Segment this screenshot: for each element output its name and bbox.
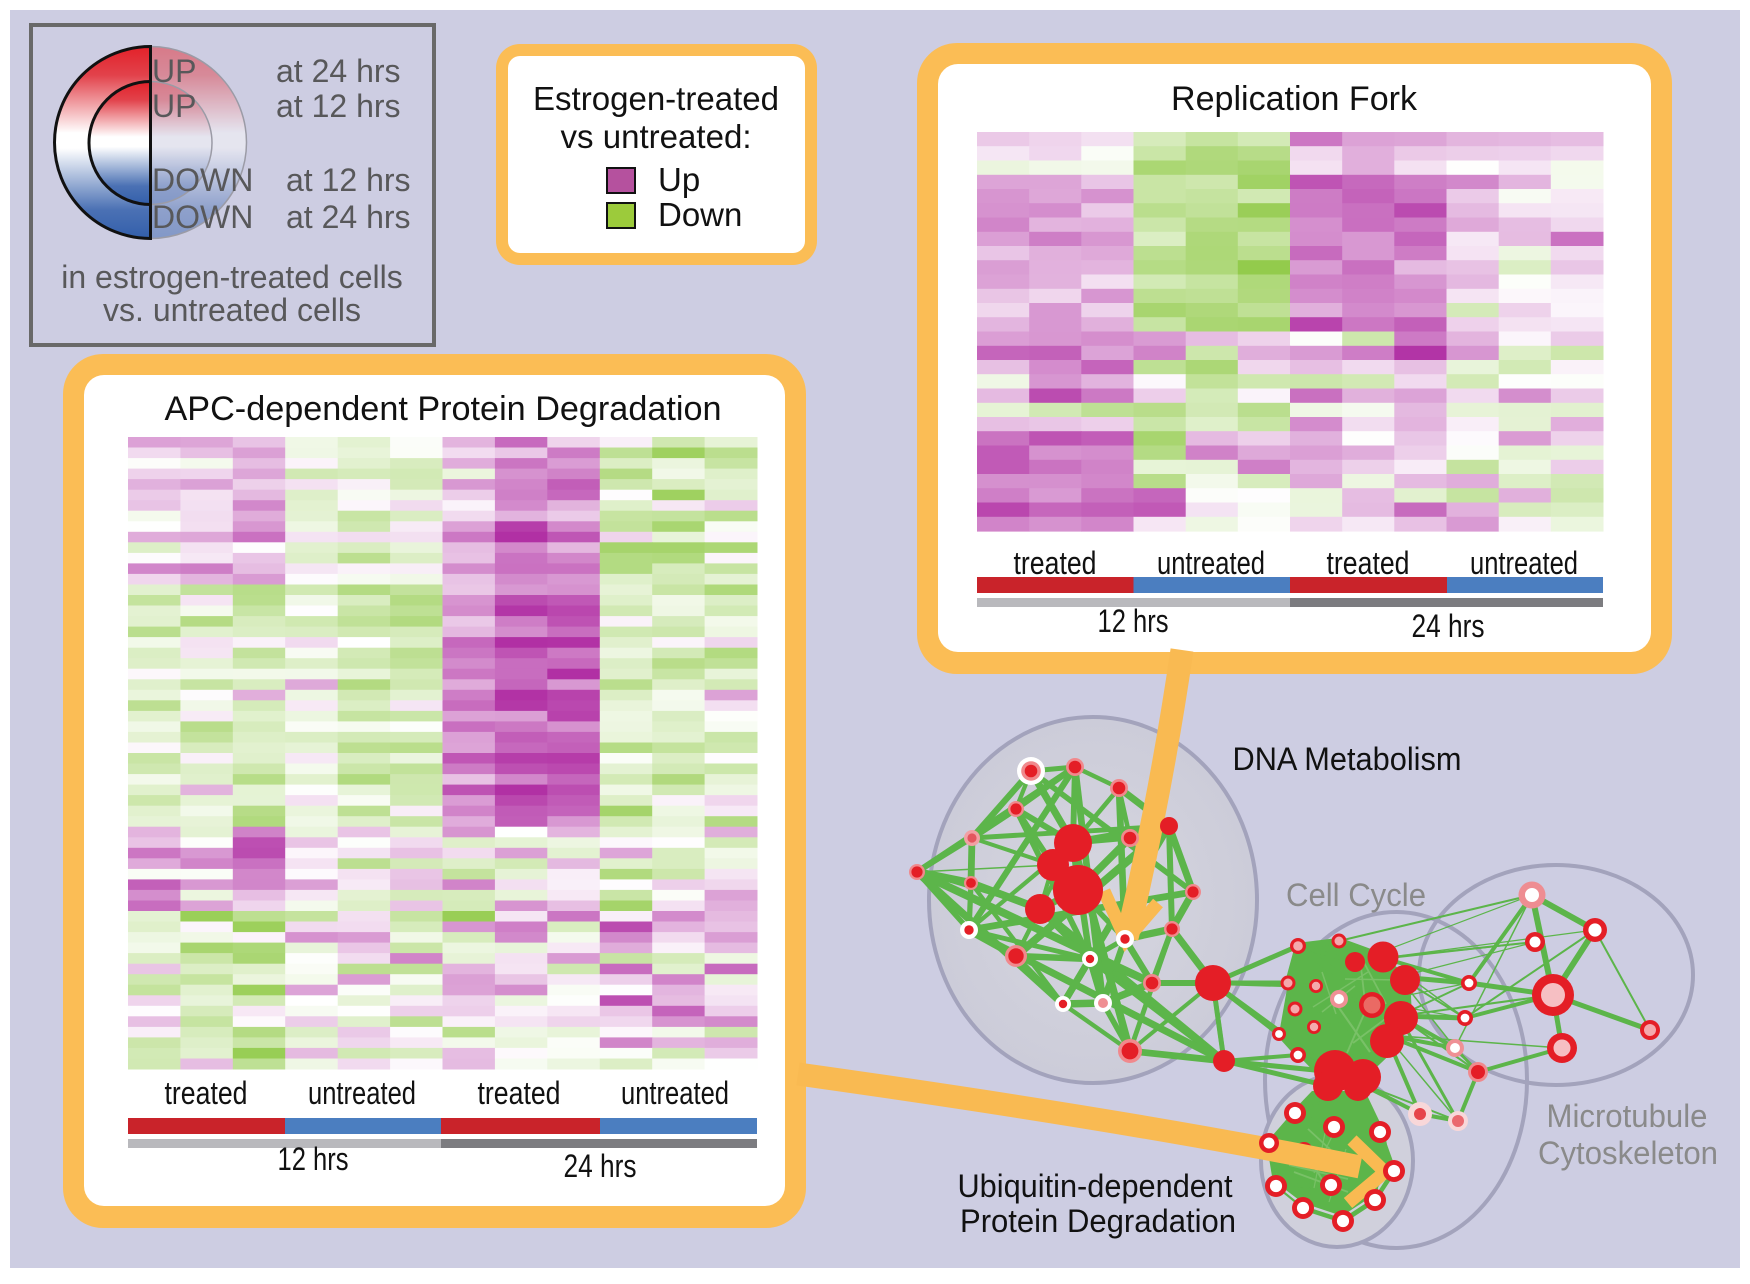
svg-text:12 hrs: 12 hrs (1098, 603, 1169, 639)
svg-text:24 hrs: 24 hrs (1412, 608, 1485, 644)
svg-text:untreated: untreated (621, 1075, 729, 1111)
svg-text:Cell Cycle: Cell Cycle (1286, 877, 1426, 913)
svg-text:treated: treated (478, 1075, 561, 1111)
svg-text:DOWN: DOWN (152, 199, 253, 235)
svg-text:Protein Degradation: Protein Degradation (960, 1203, 1236, 1239)
svg-text:at 24 hrs: at 24 hrs (276, 53, 401, 89)
svg-text:at 24 hrs: at 24 hrs (286, 199, 411, 235)
svg-text:UP: UP (152, 53, 196, 89)
svg-text:vs untreated:: vs untreated: (561, 118, 752, 155)
svg-text:untreated: untreated (308, 1075, 416, 1111)
svg-text:untreated: untreated (1157, 545, 1265, 581)
svg-text:in estrogen-treated cells: in estrogen-treated cells (61, 259, 403, 295)
svg-text:DNA Metabolism: DNA Metabolism (1233, 741, 1462, 777)
svg-text:Up: Up (658, 161, 700, 198)
svg-text:Down: Down (658, 196, 742, 233)
svg-text:DOWN: DOWN (152, 162, 253, 198)
svg-text:Estrogen-treated: Estrogen-treated (533, 80, 779, 117)
svg-text:UP: UP (152, 88, 196, 124)
svg-text:24 hrs: 24 hrs (564, 1148, 637, 1184)
svg-text:at 12 hrs: at 12 hrs (286, 162, 411, 198)
svg-text:Ubiquitin-dependent: Ubiquitin-dependent (958, 1168, 1233, 1204)
svg-text:Microtubule: Microtubule (1547, 1098, 1708, 1134)
svg-text:12 hrs: 12 hrs (278, 1141, 349, 1177)
svg-text:treated: treated (1327, 545, 1410, 581)
svg-text:untreated: untreated (1470, 545, 1578, 581)
svg-text:Replication Fork: Replication Fork (1171, 80, 1418, 118)
svg-text:Cytoskeleton: Cytoskeleton (1538, 1135, 1718, 1171)
svg-text:treated: treated (1014, 545, 1097, 581)
svg-text:at 12 hrs: at 12 hrs (276, 88, 401, 124)
svg-text:vs. untreated cells: vs. untreated cells (103, 292, 361, 328)
svg-text:treated: treated (165, 1075, 248, 1111)
svg-text:APC-dependent Protein Degradat: APC-dependent Protein Degradation (165, 390, 722, 428)
